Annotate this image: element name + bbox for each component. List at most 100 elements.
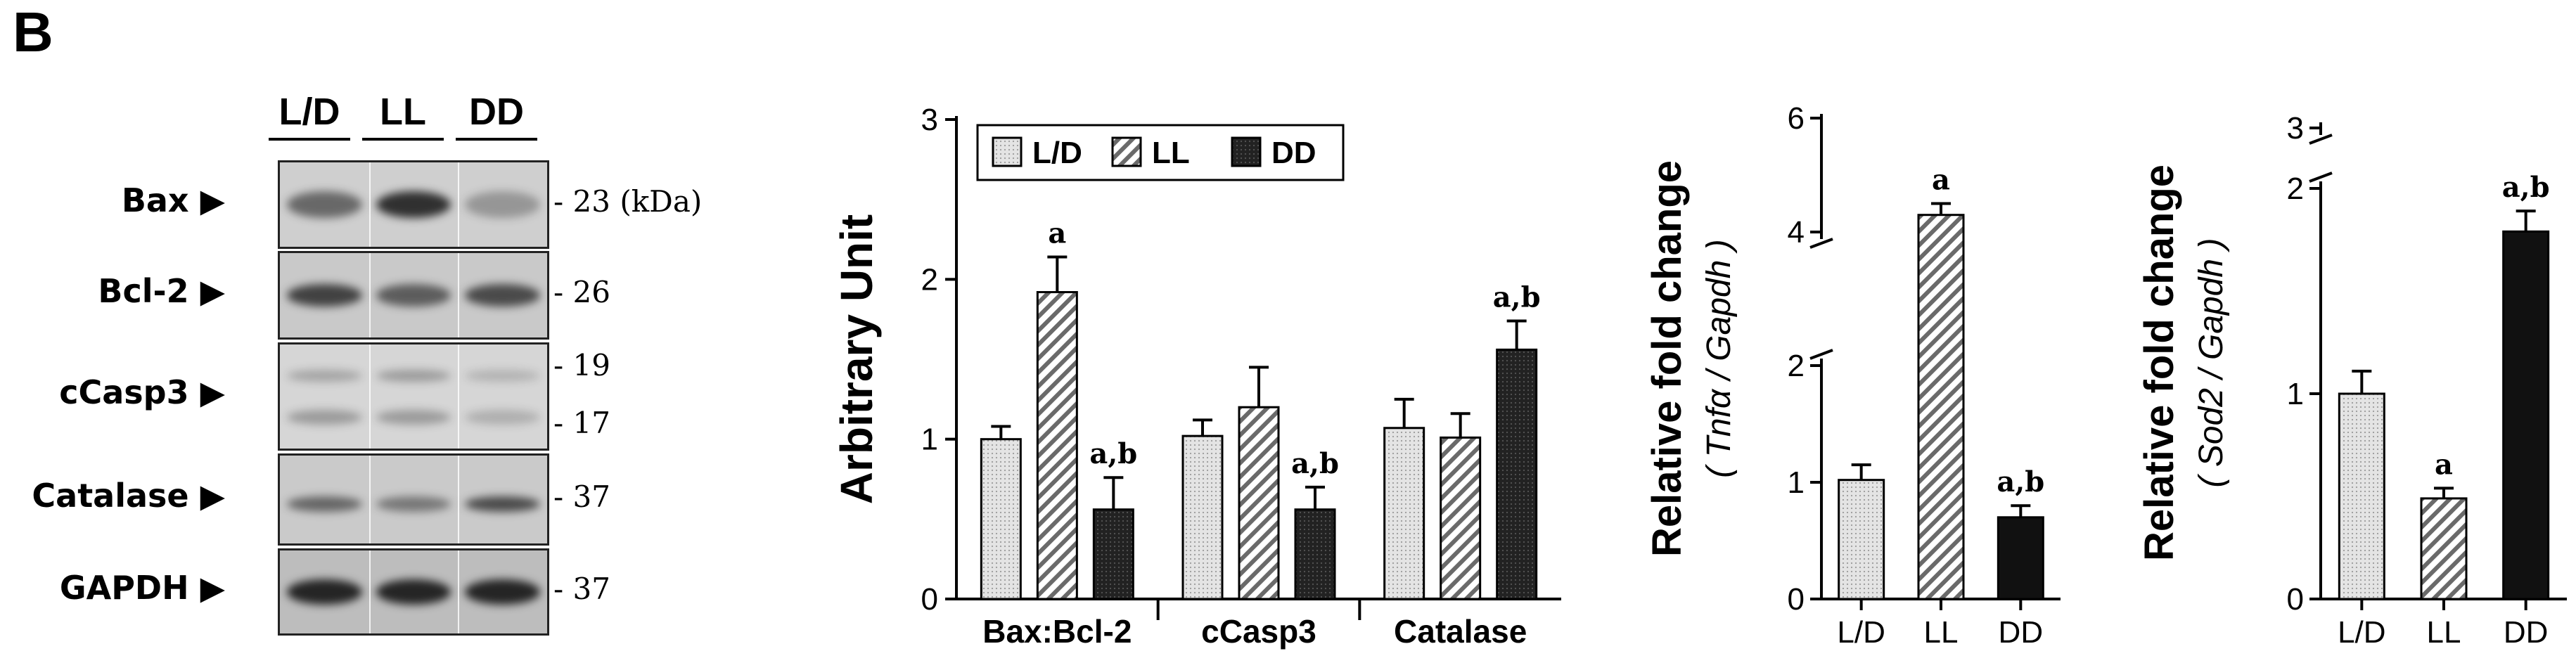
blot-band bbox=[287, 284, 362, 307]
bar bbox=[1440, 436, 1482, 600]
kda-marker: - 17 bbox=[553, 406, 610, 440]
bar bbox=[2502, 230, 2550, 600]
blot-image bbox=[278, 453, 549, 546]
lane-separator bbox=[369, 550, 371, 633]
y-axis-label: Relative fold change bbox=[2136, 165, 2182, 561]
y-tick-label: 0 bbox=[2287, 582, 2304, 617]
bar bbox=[1997, 516, 2044, 600]
kda-marker: - 19 bbox=[553, 348, 610, 382]
axis-break-mark bbox=[1809, 349, 1833, 360]
x-tick-label: LL bbox=[2427, 615, 2461, 650]
bar bbox=[1238, 406, 1280, 600]
lane-separator bbox=[458, 456, 460, 543]
bar bbox=[1294, 508, 1336, 600]
blot-band bbox=[287, 369, 362, 382]
blot-row-label: GAPDH ▶ bbox=[59, 569, 225, 607]
y-tick-label: 1 bbox=[921, 423, 938, 457]
panel-label: B bbox=[13, 1, 53, 63]
blot-band bbox=[287, 410, 362, 425]
x-tick-label: Bax:Bcl-2 bbox=[982, 613, 1132, 650]
y-tick-label: 1 bbox=[2287, 377, 2304, 411]
y-tick-label: 3 bbox=[2287, 111, 2304, 146]
blot-band bbox=[376, 410, 451, 425]
x-tick-label: DD bbox=[1999, 615, 2044, 650]
blot-band bbox=[465, 496, 540, 512]
legend-label: LL bbox=[1152, 136, 1190, 170]
x-tick-label: cCasp3 bbox=[1201, 613, 1316, 650]
blot-band bbox=[287, 191, 362, 219]
blot-band bbox=[376, 369, 451, 382]
blot-image bbox=[278, 548, 549, 636]
bar bbox=[1383, 427, 1425, 600]
lane-separator bbox=[458, 162, 460, 247]
legend-swatch bbox=[1231, 136, 1262, 167]
lane-separator bbox=[458, 550, 460, 633]
blot-band bbox=[376, 579, 451, 605]
lane-label: DD bbox=[469, 91, 524, 133]
y-tick-label: 0 bbox=[921, 582, 938, 617]
bar bbox=[980, 438, 1022, 600]
y-axis-sublabel: ( Sod2 / Gapdh ) bbox=[2193, 238, 2230, 488]
kda-marker: - 26 bbox=[553, 275, 610, 309]
y-tick-label: 2 bbox=[1788, 349, 1805, 383]
bar bbox=[2338, 392, 2385, 600]
significance-label: a,b bbox=[1291, 447, 1339, 480]
kda-marker: - 37 bbox=[553, 572, 610, 606]
blot-band bbox=[465, 579, 540, 605]
y-tick-label: 6 bbox=[1788, 101, 1805, 136]
blot-band bbox=[465, 410, 540, 425]
blot-band bbox=[376, 191, 451, 219]
blot-band bbox=[465, 369, 540, 382]
legend-label: L/D bbox=[1032, 136, 1082, 170]
bar bbox=[1838, 479, 1885, 600]
x-tick-label: LL bbox=[1924, 615, 1959, 650]
y-tick-label: 4 bbox=[1788, 215, 1805, 250]
legend-swatch bbox=[992, 136, 1023, 167]
bar bbox=[1496, 348, 1538, 600]
axis-break-mark bbox=[2309, 134, 2333, 145]
lane-separator bbox=[458, 344, 460, 449]
blot-row-label: Bcl-2 ▶ bbox=[98, 272, 225, 310]
kda-marker: - 37 bbox=[553, 479, 610, 514]
lane-separator bbox=[369, 253, 371, 337]
legend-box bbox=[976, 124, 1345, 181]
bar bbox=[2420, 497, 2468, 600]
lane-separator bbox=[369, 344, 371, 449]
blot-image bbox=[278, 251, 549, 340]
blot-row-label: cCasp3 ▶ bbox=[59, 373, 225, 411]
y-tick-label: 2 bbox=[921, 262, 938, 297]
chart-tnfa: 0 1 2 4 6 Relative fold change ( Tnfα / Gapdh … bbox=[1644, 101, 2061, 650]
lane-separator bbox=[369, 456, 371, 543]
y-tick-label: 1 bbox=[1788, 465, 1805, 500]
y-axis-label: Relative fold change bbox=[1644, 160, 1690, 557]
bar bbox=[1917, 214, 1965, 600]
blot-row-label: Bax ▶ bbox=[121, 181, 225, 219]
x-tick-label: DD bbox=[2504, 615, 2549, 650]
x-tick-label: L/D bbox=[2338, 615, 2385, 650]
significance-label: a bbox=[2435, 448, 2453, 481]
axis-break-mark bbox=[2309, 172, 2333, 183]
x-tick-label: L/D bbox=[1837, 615, 1885, 650]
y-axis-sublabel: ( Tnfα / Gapdh ) bbox=[1700, 239, 1738, 478]
bar bbox=[1092, 508, 1134, 600]
significance-label: a,b bbox=[1089, 437, 1137, 470]
legend-swatch bbox=[1111, 136, 1142, 167]
blot-image bbox=[278, 160, 549, 249]
significance-label: a bbox=[1932, 164, 1950, 197]
lane-separator bbox=[369, 162, 371, 247]
blot-image bbox=[278, 342, 549, 451]
y-tick-label: 0 bbox=[1788, 582, 1805, 617]
y-axis-label: Arbitrary Unit bbox=[831, 214, 882, 505]
blot-band bbox=[465, 191, 540, 219]
blot-band bbox=[287, 496, 362, 512]
lane-underline bbox=[269, 138, 350, 141]
chart-arbitrary-unit: 0 1 2 3 Arbitrary Unit Bax:Bcl-2 a a,b cCasp3 a,b… bbox=[831, 103, 1561, 650]
lane-underline bbox=[456, 138, 537, 141]
lane-label: L/D bbox=[278, 91, 340, 133]
x-tick-label: Catalase bbox=[1394, 613, 1527, 650]
kda-marker: - 23 (kDa) bbox=[553, 184, 703, 219]
lane-separator bbox=[458, 253, 460, 337]
blot-row-label: Catalase ▶ bbox=[32, 476, 225, 515]
blot-band bbox=[376, 284, 451, 307]
chart-sod2: 0 1 2 3 Relative fold change ( Sod2 / Gapdh )… bbox=[2136, 111, 2567, 650]
